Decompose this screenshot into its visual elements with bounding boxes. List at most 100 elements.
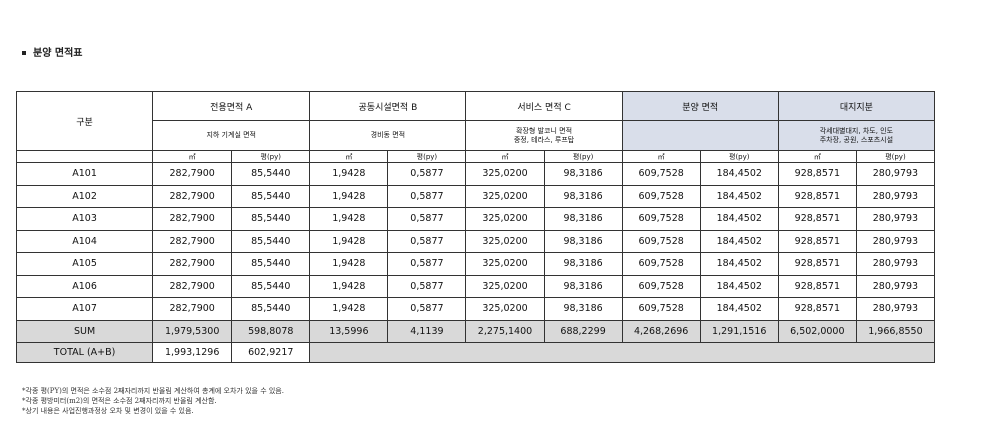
row-value: 609,7528 xyxy=(621,252,701,276)
row-label: A105 xyxy=(15,252,154,276)
row-label: A107 xyxy=(15,297,154,321)
table-row: A102 282,7900 85,5440 1,9428 0,5877 325,0200 9… xyxy=(15,184,936,208)
footnotes: *각종 평(PY)의 면적은 소수점 2째자리까지 반올림 계산하여 총계에 오… xyxy=(22,386,284,416)
row-value: 280,9793 xyxy=(855,207,936,231)
row-value: 184,4502 xyxy=(699,252,779,276)
total-value: 602,9217 xyxy=(231,341,311,363)
header-unit-empty xyxy=(15,150,154,163)
sum-row: SUM 1,979,5300 598,8078 13,5996 4,1139 2,275,… xyxy=(15,319,936,343)
sum-value: 4,1139 xyxy=(387,319,467,343)
total-row: TOTAL (A+B) 1,993,1296 602,9217 xyxy=(15,341,935,363)
total-empty xyxy=(309,341,935,363)
row-value: 85,5440 xyxy=(231,207,311,231)
row-value: 282,7900 xyxy=(152,184,233,208)
row-value: 98,3186 xyxy=(543,229,623,253)
row-value: 609,7528 xyxy=(621,162,701,186)
row-value: 98,3186 xyxy=(543,297,623,321)
row-value: 0,5877 xyxy=(387,162,467,186)
header-col-name: 공동시설면적 B xyxy=(309,91,467,121)
row-label: A106 xyxy=(15,274,154,298)
row-value: 85,5440 xyxy=(231,229,311,253)
footnote-line: *각종 평방미터(m2)의 면적은 소수점 2째자리까지 반올림 계산함. xyxy=(22,397,217,405)
table-row: A106 282,7900 85,5440 1,9428 0,5877 325,0200 9… xyxy=(15,274,936,298)
header-col-sub xyxy=(621,120,779,151)
row-value: 325,0200 xyxy=(465,162,545,186)
header-row-names: 구분 전용면적 A 공동시설면적 B 서비스 면적 C 분양 면적 대지지분 xyxy=(15,91,936,151)
total-label: TOTAL (A+B) xyxy=(15,341,154,363)
row-value: 85,5440 xyxy=(231,297,311,321)
header-col-sub: 확장형 발코니 면적 중정, 테라스, 루프탑 xyxy=(465,120,623,151)
sum-value: 1,291,1516 xyxy=(699,319,779,343)
header-unit-py: 평(py) xyxy=(543,150,623,163)
header-col-name: 서비스 면적 C xyxy=(465,91,623,121)
row-value: 928,8571 xyxy=(777,207,857,231)
row-value: 0,5877 xyxy=(387,252,467,276)
row-value: 184,4502 xyxy=(699,184,779,208)
row-value: 1,9428 xyxy=(309,274,389,298)
header-unit-py: 평(py) xyxy=(387,150,467,163)
row-label: A102 xyxy=(15,184,154,208)
row-value: 98,3186 xyxy=(543,162,623,186)
header-unit-py: 평(py) xyxy=(699,150,779,163)
row-value: 325,0200 xyxy=(465,207,545,231)
row-value: 280,9793 xyxy=(855,229,936,253)
footnote-line: *상기 내용은 사업진행과정상 오차 및 변경이 있을 수 있음. xyxy=(22,407,194,415)
row-value: 1,9428 xyxy=(309,162,389,186)
row-value: 85,5440 xyxy=(231,184,311,208)
row-value: 282,7900 xyxy=(152,162,233,186)
header-unit-m2: ㎡ xyxy=(309,150,389,163)
row-value: 0,5877 xyxy=(387,274,467,298)
row-value: 184,4502 xyxy=(699,207,779,231)
row-value: 609,7528 xyxy=(621,297,701,321)
row-value: 609,7528 xyxy=(621,207,701,231)
row-value: 282,7900 xyxy=(152,252,233,276)
row-value: 325,0200 xyxy=(465,184,545,208)
header-unit-py: 평(py) xyxy=(855,150,936,163)
row-value: 98,3186 xyxy=(543,184,623,208)
row-value: 98,3186 xyxy=(543,207,623,231)
row-value: 0,5877 xyxy=(387,184,467,208)
header-row-subtitles: 지하 기계실 면적 경비동 면적 확장형 발코니 면적 중정, 테라스, 루프탑 각세대… xyxy=(17,120,936,151)
table-row: A105 282,7900 85,5440 1,9428 0,5877 325,0200 9… xyxy=(15,252,936,276)
area-table: 구분 전용면적 A 공동시설면적 B 서비스 면적 C 분양 면적 대지지분 지하 기계실 … xyxy=(15,91,936,363)
row-value: 928,8571 xyxy=(777,252,857,276)
total-value: 1,993,1296 xyxy=(152,341,233,363)
row-value: 609,7528 xyxy=(621,274,701,298)
row-label: A104 xyxy=(15,229,154,253)
row-value: 1,9428 xyxy=(309,252,389,276)
table-row: A107 282,7900 85,5440 1,9428 0,5877 325,0200 9… xyxy=(15,297,936,321)
row-value: 1,9428 xyxy=(309,297,389,321)
row-value: 0,5877 xyxy=(387,229,467,253)
row-value: 0,5877 xyxy=(387,207,467,231)
header-group: 구분 xyxy=(15,91,154,151)
row-value: 928,8571 xyxy=(777,162,857,186)
row-value: 282,7900 xyxy=(152,297,233,321)
row-value: 184,4502 xyxy=(699,162,779,186)
bullet-icon xyxy=(22,51,26,55)
sum-value: 4,268,2696 xyxy=(621,319,701,343)
row-value: 609,7528 xyxy=(621,229,701,253)
header-unit-m2: ㎡ xyxy=(465,150,545,163)
header-unit-m2: ㎡ xyxy=(777,150,857,163)
table-row: A101 282,7900 85,5440 1,9428 0,5877 325,0200 9… xyxy=(15,162,936,186)
row-value: 85,5440 xyxy=(231,252,311,276)
row-value: 282,7900 xyxy=(152,274,233,298)
header-unit-m2: ㎡ xyxy=(621,150,701,163)
row-value: 280,9793 xyxy=(855,297,936,321)
header-col-name: 전용면적 A xyxy=(152,91,311,121)
row-value: 1,9428 xyxy=(309,207,389,231)
sum-value: 13,5996 xyxy=(309,319,389,343)
row-value: 325,0200 xyxy=(465,297,545,321)
sum-value: 1,966,8550 xyxy=(855,319,936,343)
row-value: 928,8571 xyxy=(777,274,857,298)
row-label: A101 xyxy=(15,162,154,186)
header-col-sub: 경비동 면적 xyxy=(309,120,467,151)
header-row-units: ㎡ 평(py) ㎡ 평(py) ㎡ 평(py) ㎡ 평(py) ㎡ 평(py) xyxy=(15,150,936,163)
sum-value: 2,275,1400 xyxy=(465,319,545,343)
row-value: 98,3186 xyxy=(543,274,623,298)
header-unit-m2: ㎡ xyxy=(152,150,233,163)
row-value: 280,9793 xyxy=(855,184,936,208)
row-value: 928,8571 xyxy=(777,229,857,253)
row-value: 184,4502 xyxy=(699,297,779,321)
header-col-name: 대지지분 xyxy=(777,91,936,121)
